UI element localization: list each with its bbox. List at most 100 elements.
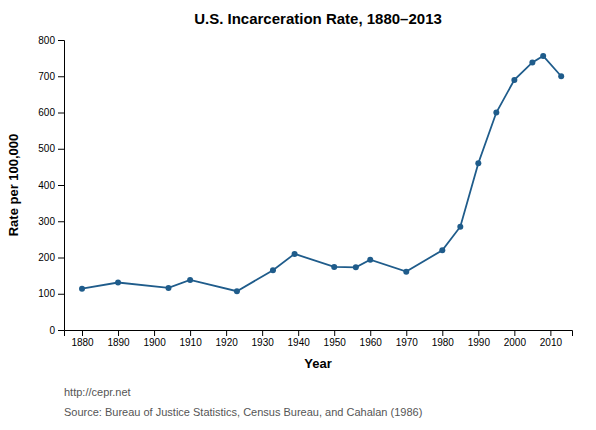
y-tick-mark [58,221,64,222]
x-tick: 1890 [107,330,130,348]
x-tick: 2010 [540,330,563,348]
y-tick-mark [58,185,64,186]
x-tick-label: 1940 [288,337,311,348]
plot-area [79,53,564,294]
x-tick: 1970 [396,330,419,348]
x-tick-label: 1920 [216,337,239,348]
data-point [165,285,171,291]
chart-container: 1880 1890 1900 1910 1920 1930 1940 1950 1960 1970… [0,0,596,430]
y-tick: 100 [38,288,64,299]
y-axis-title: Rate per 100,000 [6,134,21,237]
data-point [367,257,373,263]
x-tick-label: 2000 [504,337,527,348]
x-tick: 1910 [179,330,202,348]
data-point [540,53,546,59]
x-tick-label: 1900 [143,337,166,348]
annotation: http://cepr.net [64,386,131,398]
data-point [457,224,463,230]
data-point [353,264,359,270]
y-tick-label: 800 [38,35,55,46]
x-axis-line [65,331,573,337]
y-tick-mark [58,40,64,41]
y-tick-mark [58,113,64,114]
x-tick-mark [442,330,443,336]
y-tick-label: 300 [38,216,55,227]
x-tick-mark [82,330,83,336]
x-tick: 1930 [252,330,275,348]
x-tick-label: 1980 [432,337,455,348]
x-tick-label: 1910 [179,337,202,348]
x-tick-mark [370,330,371,336]
y-tick-label: 100 [38,288,55,299]
x-tick: 1960 [360,330,383,348]
data-point [493,110,499,116]
x-tick: 1920 [216,330,239,348]
annotation: Source: Bureau of Justice Statistics, Ce… [64,406,422,418]
y-tick: 300 [38,216,64,227]
y-tick-label: 0 [49,325,55,336]
x-tick: 2000 [504,330,527,348]
data-point [475,160,481,166]
x-tick-mark [514,330,515,336]
x-tick-mark [298,330,299,336]
y-tick: 500 [38,143,64,154]
x-tick-mark [550,330,551,336]
x-tick-mark [262,330,263,336]
x-tick-mark [154,330,155,336]
x-tick-label: 1970 [396,337,419,348]
x-tick: 1950 [324,330,347,348]
x-tick-label: 1930 [252,337,275,348]
data-point [187,277,193,283]
x-tick-label: 2010 [540,337,563,348]
y-tick-label: 400 [38,180,55,191]
data-point [234,288,240,294]
data-point [115,280,121,286]
y-tick-mark [58,258,64,259]
data-point [292,251,298,257]
x-tick-mark [334,330,335,336]
data-point [529,59,535,65]
data-point [403,269,409,275]
x-axis-title: Year [304,356,331,371]
y-tick: 600 [38,107,64,118]
data-point [511,77,517,83]
data-point [558,73,564,79]
y-tick-label: 700 [38,71,55,82]
y-tick: 800 [38,35,64,46]
data-point [270,267,276,273]
y-tick: 0 [49,325,64,336]
chart-title: U.S. Incarceration Rate, 1880–2013 [194,10,442,27]
y-axis-line [58,41,65,331]
y-tick: 700 [38,71,64,82]
x-tick-label: 1990 [468,337,491,348]
x-tick-label: 1880 [71,337,94,348]
y-tick-label: 200 [38,252,55,263]
data-point [439,247,445,253]
x-tick: 1900 [143,330,166,348]
y-axis: 0 100 200 300 400 500 600 700 800 [38,35,64,336]
x-tick-mark [226,330,227,336]
y-tick-mark [58,330,64,331]
x-tick-mark [118,330,119,336]
x-tick-label: 1950 [324,337,347,348]
x-tick-label: 1890 [107,337,130,348]
x-axis: 1880 1890 1900 1910 1920 1930 1940 1950 1960 1970… [65,330,573,348]
x-tick-mark [406,330,407,336]
y-tick-mark [58,76,64,77]
data-line [82,56,561,291]
x-tick: 1990 [468,330,491,348]
y-tick-mark [58,149,64,150]
y-tick: 400 [38,180,64,191]
data-point [331,264,337,270]
y-tick-label: 500 [38,143,55,154]
x-tick: 1880 [71,330,94,348]
y-tick-mark [58,294,64,295]
y-tick: 200 [38,252,64,263]
y-tick-label: 600 [38,107,55,118]
x-tick-mark [478,330,479,336]
chart-svg: 1880 1890 1900 1910 1920 1930 1940 1950 1960 1970… [0,0,596,430]
x-tick: 1980 [432,330,455,348]
data-point [79,286,85,292]
x-tick-mark [190,330,191,336]
x-tick-label: 1960 [360,337,383,348]
